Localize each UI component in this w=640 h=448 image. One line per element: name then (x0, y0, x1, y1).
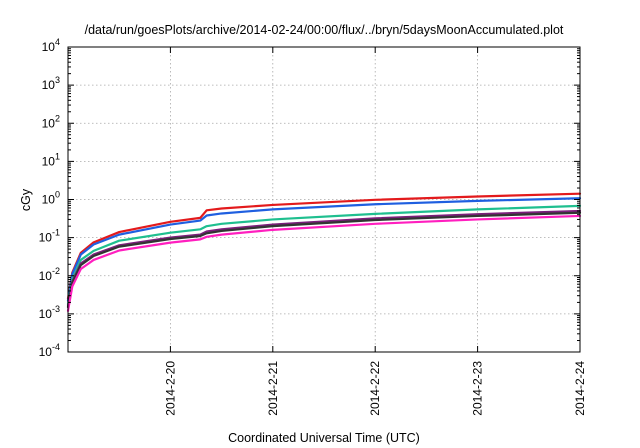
y-tick-label: 100 (42, 190, 60, 207)
series-line (66, 214, 582, 312)
axis-ticks (68, 46, 581, 353)
x-tick-label: 2014-2-21 (266, 361, 280, 416)
series-line (66, 209, 582, 308)
y-tick-label: 10-2 (39, 266, 60, 283)
y-axis-label: cGy (19, 188, 33, 211)
y-tick-label: 101 (42, 151, 60, 168)
x-tick-label: 2014-2-24 (573, 361, 587, 416)
x-axis-label: Coordinated Universal Time (UTC) (228, 431, 420, 445)
series-line (66, 192, 582, 300)
y-tick-label: 10-1 (39, 228, 60, 245)
y-tick-label: 10-4 (39, 342, 60, 359)
y-tick-label: 103 (42, 75, 60, 92)
x-tick-label: 2014-2-20 (163, 361, 177, 416)
x-tick-label: 2014-2-23 (471, 361, 485, 416)
chart-title: /data/run/goesPlots/archive/2014-02-24/0… (85, 23, 564, 37)
x-tick-label: 2014-2-22 (368, 361, 382, 416)
series-line (66, 197, 582, 302)
y-tick-label: 10-3 (39, 304, 60, 321)
x-axis-tick-labels: 2014-2-20 2014-2-21 2014-2-22 2014-2-23 2014… (163, 361, 587, 416)
y-tick-label: 102 (42, 113, 60, 130)
y-axis-tick-labels: 10-4 10-3 10-2 10-1 100 101 102 103 104 (39, 37, 60, 359)
series-line (66, 204, 582, 306)
series-layer (66, 192, 582, 312)
series-line (66, 211, 582, 309)
y-tick-label: 104 (42, 37, 60, 54)
